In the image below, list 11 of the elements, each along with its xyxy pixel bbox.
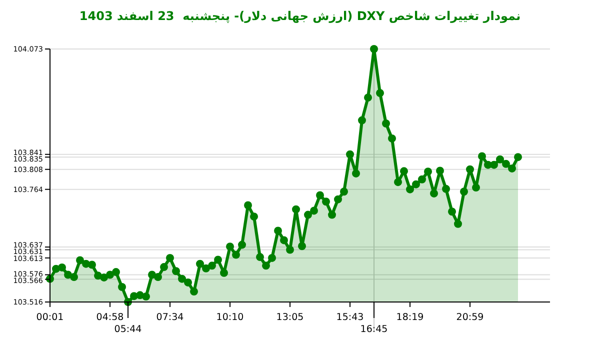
- x-tick-label: 10:10: [216, 312, 244, 323]
- x-tick-label: 20:59: [456, 312, 484, 323]
- x-tick-label: 07:34: [156, 312, 184, 323]
- x-tick-label: 18:19: [396, 312, 424, 323]
- x-tick-label: 05:44: [114, 324, 142, 335]
- x-tick-label: 04:58: [96, 312, 124, 323]
- x-tick-label: 00:01: [36, 312, 64, 323]
- x-tick-label: 15:43: [336, 312, 364, 323]
- x-tick-label: 13:05: [276, 312, 304, 323]
- x-tick-label: 16:45: [360, 324, 388, 335]
- title: نمودار تغییرات شاخص DXY (ارزش جهانی دلار)- پنجشنبه 23 اسفند 1403: [79, 9, 521, 23]
